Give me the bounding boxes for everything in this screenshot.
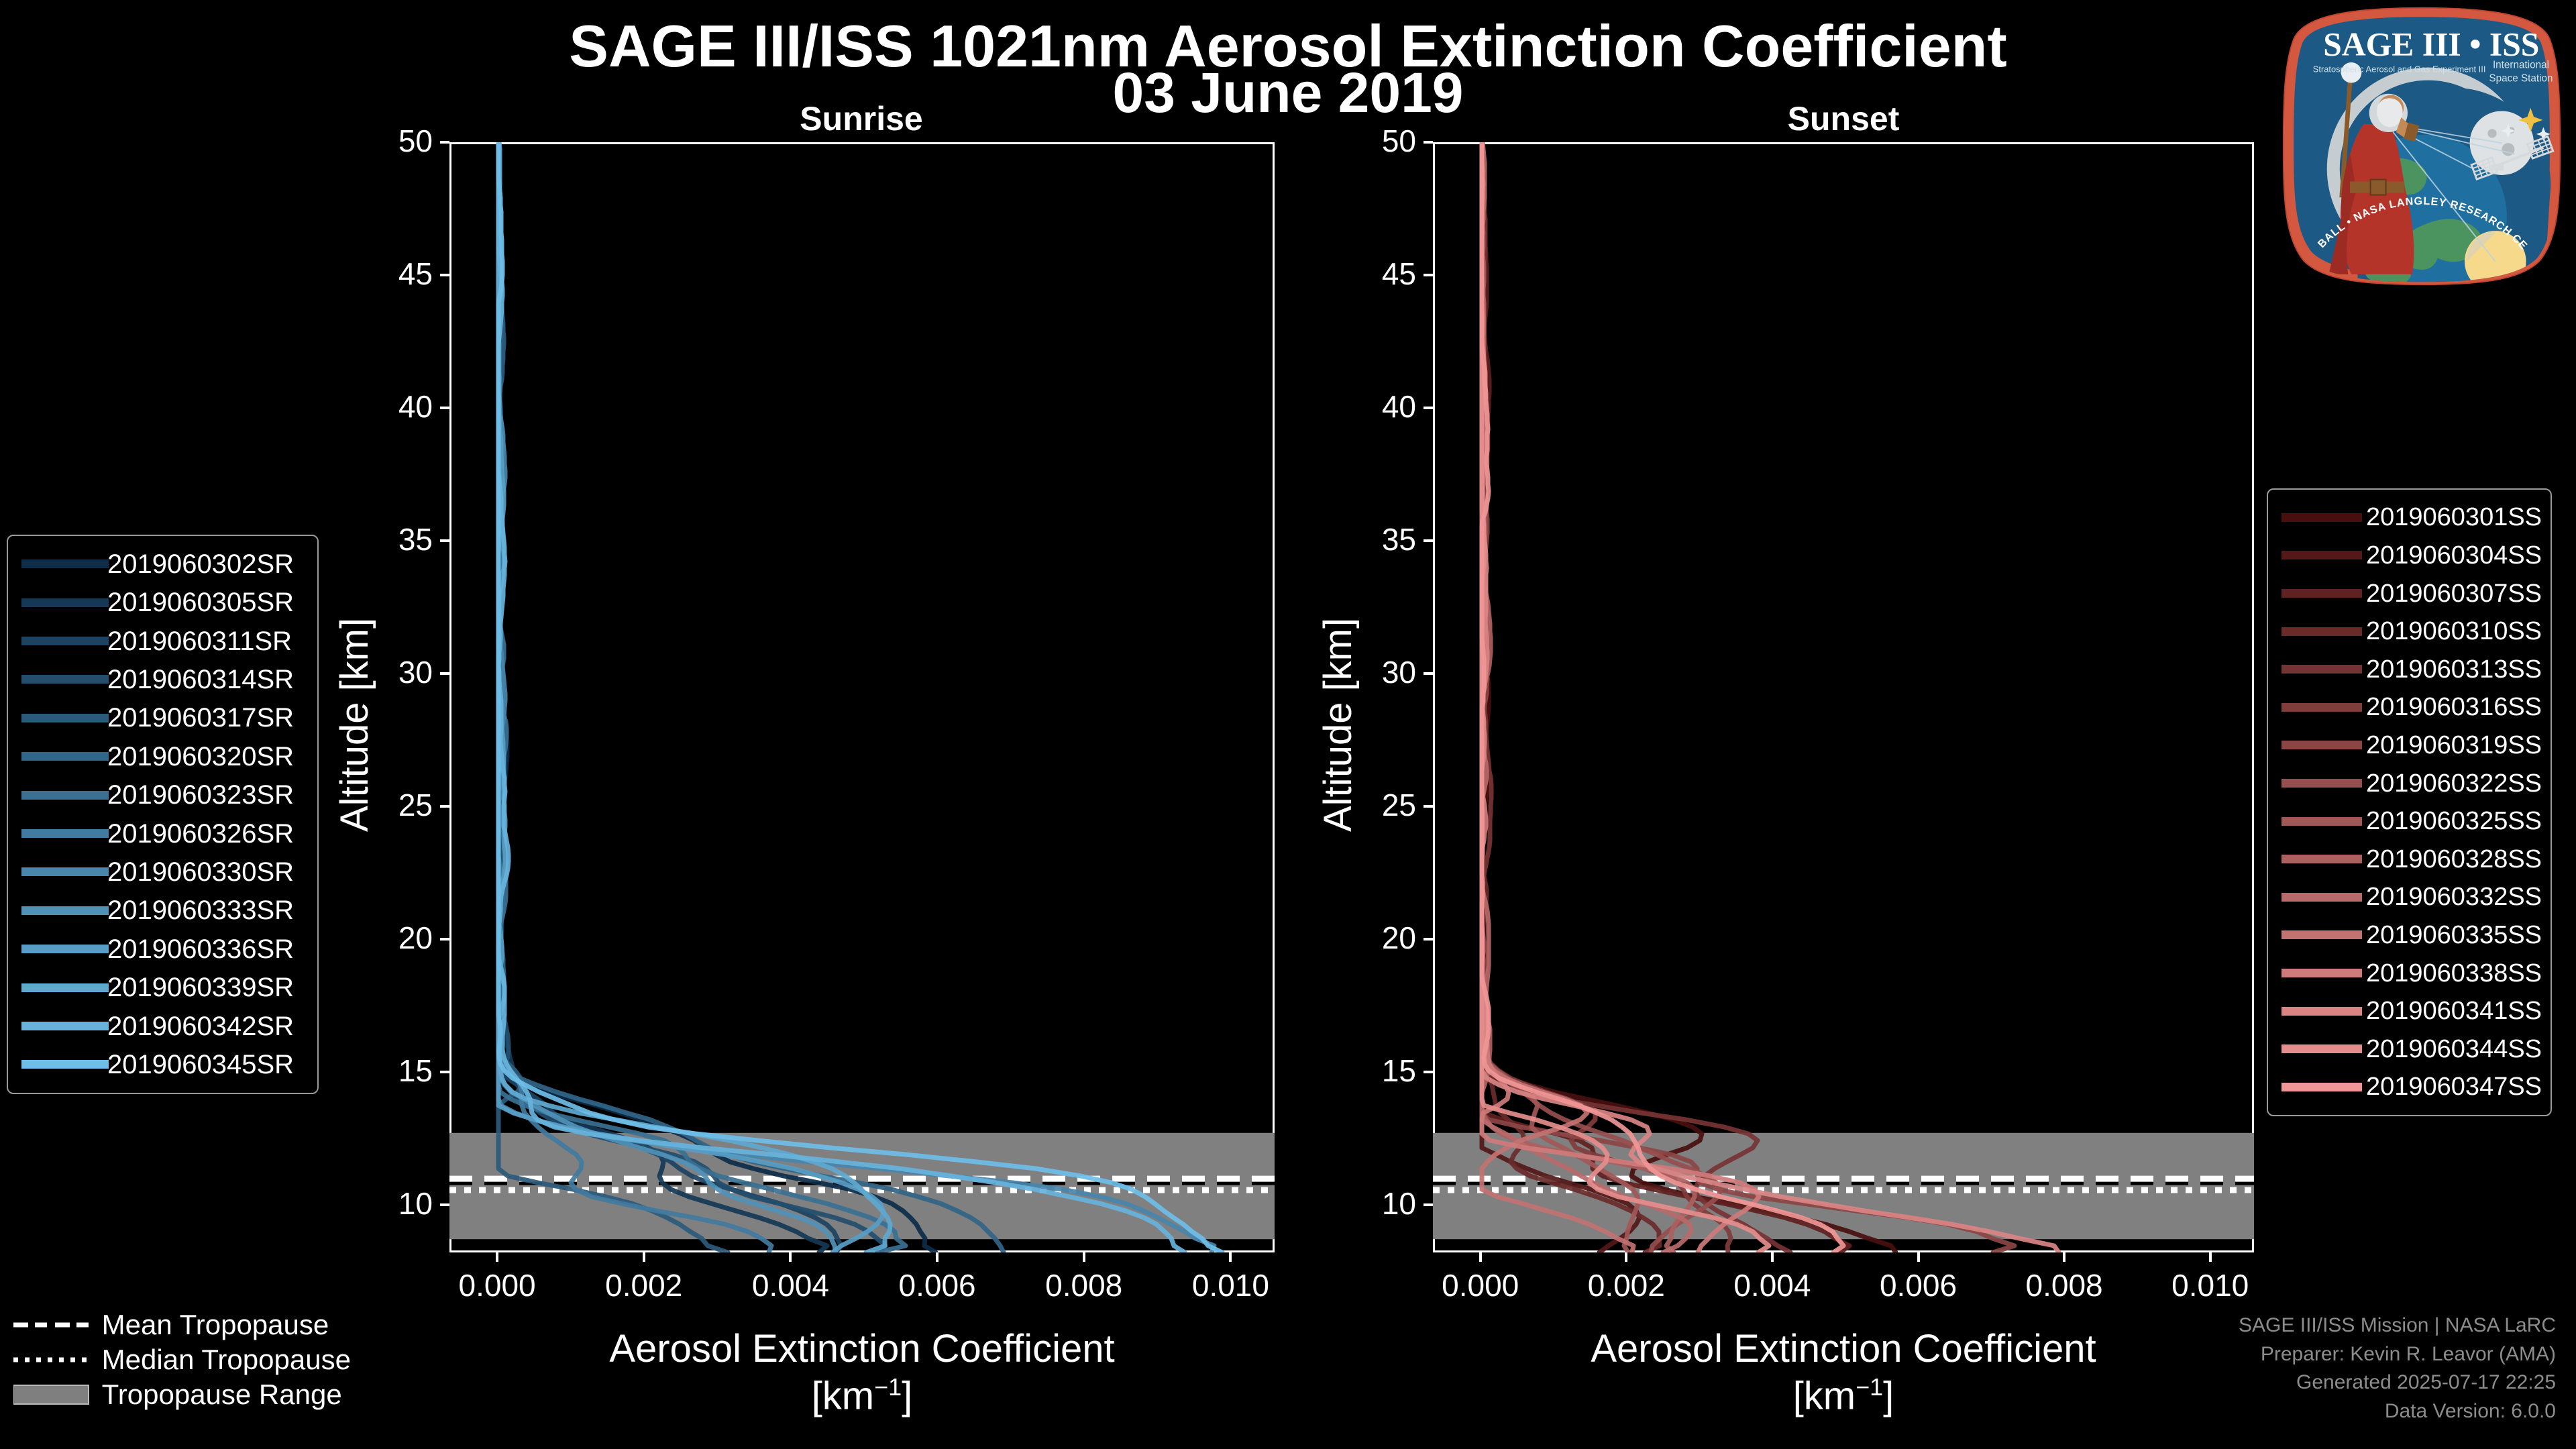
svg-text:SAGE III • ISS: SAGE III • ISS	[2323, 25, 2539, 62]
svg-text:Space Station: Space Station	[2489, 73, 2553, 85]
svg-text:Stratospheric Aerosol and Gas: Stratospheric Aerosol and Gas Experiment…	[2313, 64, 2486, 74]
svg-text:International: International	[2493, 60, 2549, 71]
